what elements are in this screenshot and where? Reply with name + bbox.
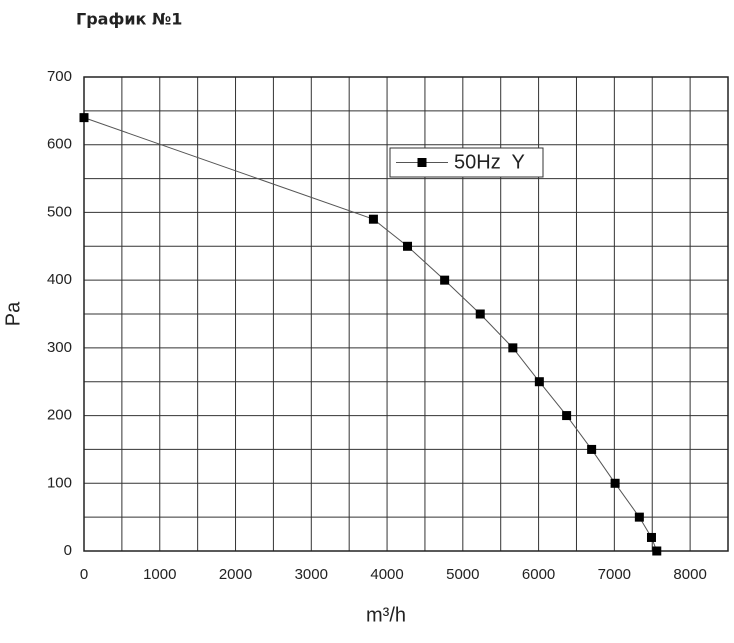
x-tick-label: 6000	[522, 566, 555, 583]
point	[440, 275, 450, 285]
x-tick-label: 3000	[295, 566, 328, 583]
y-tick-label: 300	[47, 339, 72, 356]
legend-label: 50Hz Y	[454, 151, 525, 173]
y-tick-label: 100	[47, 474, 72, 491]
point	[368, 214, 378, 224]
y-tick-label: 0	[64, 542, 72, 559]
x-tick-label: 5000	[446, 566, 479, 583]
y-axis-label: Pa	[2, 301, 24, 326]
point	[79, 113, 89, 123]
plot-frame	[83, 76, 729, 552]
y-tick-label: 400	[47, 271, 72, 288]
y-tick-label: 500	[47, 203, 72, 220]
page-title: График №1	[76, 10, 182, 29]
x-tick-label: 4000	[370, 566, 403, 583]
x-tick-label: 8000	[673, 566, 706, 583]
point	[475, 309, 485, 319]
x-tick-label: 7000	[598, 566, 631, 583]
point	[508, 343, 518, 353]
point	[646, 532, 656, 542]
point	[652, 546, 662, 556]
x-tick-label: 2000	[219, 566, 252, 583]
x-tick-label: 1000	[143, 566, 176, 583]
point	[587, 444, 597, 454]
y-tick-label: 700	[47, 68, 72, 85]
x-axis-label: m³/h	[366, 604, 406, 626]
point	[403, 241, 413, 251]
point	[634, 512, 644, 522]
point	[610, 478, 620, 488]
series-line	[83, 117, 658, 552]
legend-marker	[417, 158, 427, 167]
y-tick-label: 600	[47, 136, 72, 153]
y-tick-label: 200	[47, 407, 72, 424]
point	[534, 377, 544, 387]
point	[562, 411, 572, 421]
x-tick-label: 0	[80, 566, 88, 583]
